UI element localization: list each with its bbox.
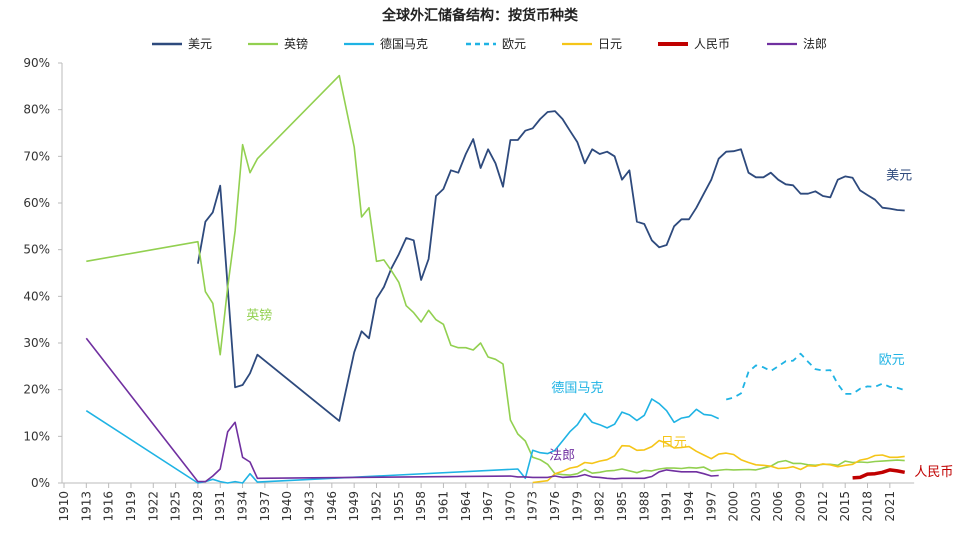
legend-item: 法郎	[803, 37, 827, 51]
series-line-1	[86, 74, 905, 476]
x-tick-label: 1976	[548, 491, 562, 522]
legend-item: 人民币	[694, 37, 730, 51]
series-line-5	[852, 468, 906, 480]
series-label: 英镑	[246, 308, 272, 324]
y-tick-label: 60%	[23, 196, 50, 210]
y-tick-label: 40%	[23, 289, 50, 303]
y-tick-label: 80%	[23, 103, 50, 117]
x-tick-label: 1994	[682, 491, 696, 522]
x-tick-label: 1940	[280, 491, 294, 522]
x-tick-label: 1958	[414, 491, 428, 522]
x-tick-label: 1961	[436, 491, 450, 522]
x-tick-label: 1910	[57, 491, 71, 522]
x-tick-label: 1964	[459, 491, 473, 522]
series-label: 日元	[661, 436, 687, 451]
x-tick-label: 2015	[838, 491, 852, 522]
x-tick-label: 1937	[258, 491, 272, 522]
x-tick-label: 1946	[325, 491, 339, 522]
x-tick-label: 2000	[727, 491, 741, 522]
x-tick-label: 1991	[660, 491, 674, 522]
y-tick-label: 10%	[23, 429, 50, 443]
legend-item: 英镑	[284, 36, 308, 51]
x-tick-label: 1943	[303, 491, 317, 522]
x-tick-label: 1970	[503, 491, 517, 522]
legend-item: 欧元	[502, 37, 526, 51]
x-tick-label: 1985	[615, 491, 629, 522]
series-label: 人民币	[914, 465, 953, 480]
x-tick-label: 1979	[570, 491, 584, 522]
x-tick-label: 1973	[526, 491, 540, 522]
x-tick-label: 1916	[102, 491, 116, 522]
x-tick-label: 1931	[213, 491, 227, 522]
x-tick-label: 1925	[169, 491, 183, 522]
x-tick-label: 1952	[369, 491, 383, 522]
x-tick-label: 2003	[749, 491, 763, 522]
x-tick-label: 2012	[816, 491, 830, 522]
x-tick-label: 1982	[593, 491, 607, 522]
series-label: 德国马克	[551, 381, 603, 396]
series-line-0	[197, 110, 905, 422]
x-tick-label: 1955	[392, 491, 406, 522]
legend-item: 美元	[188, 37, 212, 51]
legend-item: 日元	[598, 37, 622, 51]
x-tick-label: 1928	[191, 491, 205, 522]
x-tick-label: 1919	[124, 491, 138, 522]
series-label: 法郎	[549, 449, 575, 464]
x-tick-label: 1922	[146, 491, 160, 522]
series-line-4	[532, 439, 905, 484]
series-line-3	[725, 352, 905, 401]
x-tick-label: 2018	[861, 491, 875, 522]
x-tick-label: 2021	[883, 491, 897, 522]
x-tick-label: 1949	[347, 491, 361, 522]
axes: 0% 10% 20% 30% 40% 50% 60% 70% 80% 90% 1910 1913 191…	[23, 56, 915, 522]
x-tick-label: 2009	[794, 491, 808, 522]
x-tick-label: 1997	[704, 491, 718, 522]
y-tick-label: 50%	[23, 243, 50, 257]
x-tick-label: 1913	[79, 491, 93, 522]
plot-area	[85, 74, 906, 484]
chart-title: 全球外汇储备结构：按货币种类	[381, 7, 579, 24]
y-tick-label: 30%	[23, 336, 50, 350]
series-line-2	[85, 398, 720, 484]
y-tick-label: 0%	[31, 476, 50, 490]
series-label: 美元	[886, 169, 912, 184]
y-tick-label: 90%	[23, 56, 50, 70]
y-tick-label: 20%	[23, 383, 50, 397]
x-tick-label: 2006	[771, 491, 785, 522]
x-tick-label: 1967	[481, 491, 495, 522]
legend-item: 德国马克	[380, 36, 428, 51]
legend: 美元 英镑 德国马克 欧元 日元 人民币 法郎	[152, 36, 827, 51]
series-line-6	[85, 337, 719, 483]
series-label: 欧元	[879, 353, 905, 368]
x-tick-label: 1934	[236, 491, 250, 522]
y-tick-label: 70%	[23, 149, 50, 163]
x-tick-label: 1988	[637, 491, 651, 522]
